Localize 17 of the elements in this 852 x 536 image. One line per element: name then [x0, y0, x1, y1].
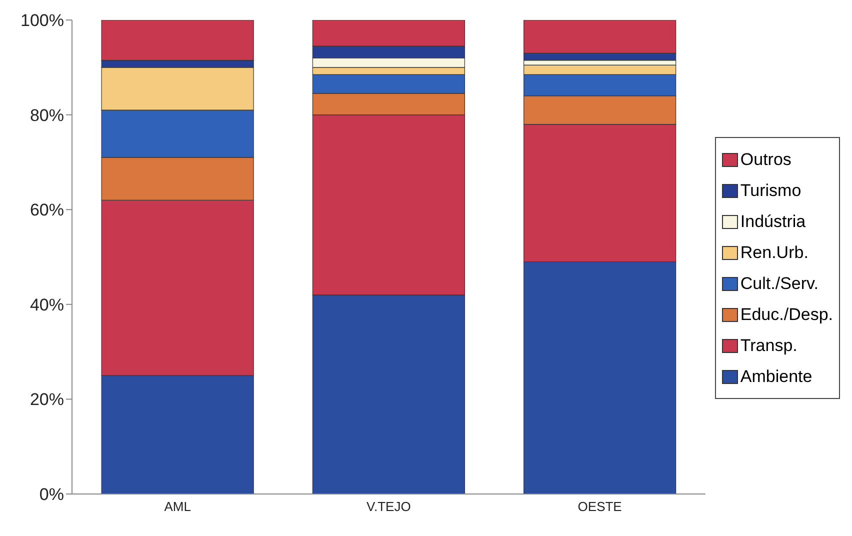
y-tick-label: 0% — [39, 485, 64, 504]
legend-label: Ren.Urb. — [740, 242, 808, 262]
y-tick-label: 20% — [30, 390, 64, 410]
x-tick-label: V.TEJO — [366, 499, 411, 514]
legend-label: Educ./Desp. — [740, 304, 833, 324]
legend-label: Ambiente — [740, 366, 812, 386]
legend-label: Turismo — [740, 180, 802, 200]
legend-label: Outros — [740, 150, 792, 170]
y-tick-label: 80% — [30, 106, 64, 125]
legend-label: Indústria — [740, 212, 806, 232]
y-tick-label: 100% — [20, 11, 64, 30]
y-tick-label: 40% — [30, 295, 64, 314]
x-tick-label: AML — [164, 499, 191, 514]
legend-label: Cult./Serv. — [740, 274, 818, 294]
x-tick-label: OESTE — [578, 499, 622, 514]
y-tick-label: 60% — [30, 200, 64, 220]
legend-label: Transp. — [740, 336, 798, 356]
